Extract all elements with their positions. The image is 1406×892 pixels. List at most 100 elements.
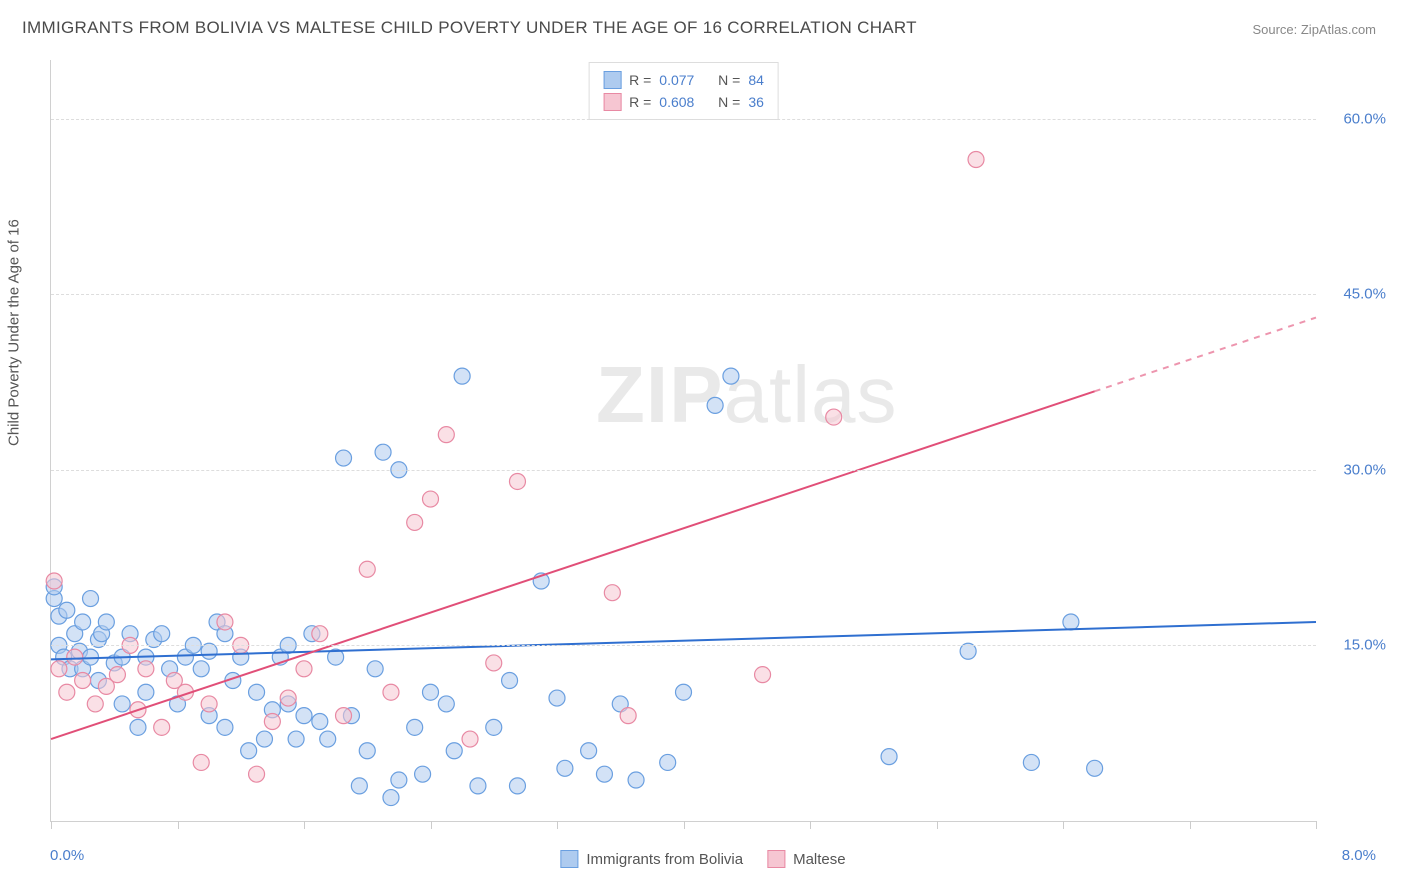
data-point [154,626,170,642]
data-point [280,690,296,706]
x-tick [1063,821,1064,829]
data-point [755,667,771,683]
legend-swatch-bottom-1 [560,850,578,868]
data-point [296,661,312,677]
data-point [509,473,525,489]
data-point [359,561,375,577]
data-point [312,626,328,642]
data-point [256,731,272,747]
legend-swatch-bottom-2 [767,850,785,868]
y-axis-title: Child Poverty Under the Age of 16 [6,219,23,446]
data-point [581,743,597,759]
data-point [154,719,170,735]
data-point [46,573,62,589]
x-tick [178,821,179,829]
data-point [407,514,423,530]
trend-line [51,391,1095,739]
plot-area: ZIPatlas R = 0.077 N = 84 R = 0.608 N = … [50,60,1316,822]
data-point [288,731,304,747]
gridline [51,294,1316,295]
data-point [367,661,383,677]
data-point [604,585,620,601]
data-point [109,667,125,683]
legend-label-2: Maltese [793,851,846,868]
trend-line-dashed [1095,318,1316,392]
data-point [502,673,518,689]
data-point [249,684,265,700]
data-point [217,614,233,630]
data-point [549,690,565,706]
data-point [1087,760,1103,776]
x-tick [1316,821,1317,829]
data-point [193,754,209,770]
data-point [264,713,280,729]
y-tick-label: 15.0% [1326,637,1386,654]
data-point [312,713,328,729]
data-point [454,368,470,384]
x-tick [431,821,432,829]
data-point [59,684,75,700]
data-point [67,649,83,665]
x-tick [557,821,558,829]
data-point [138,684,154,700]
x-axis-max-label: 8.0% [1342,847,1376,864]
gridline [51,119,1316,120]
legend-item-2: Maltese [767,850,846,868]
data-point [359,743,375,759]
data-point [201,696,217,712]
data-point [1063,614,1079,630]
data-point [83,591,99,607]
data-point [723,368,739,384]
data-point [336,450,352,466]
data-point [1023,754,1039,770]
y-tick-label: 45.0% [1326,286,1386,303]
data-point [415,766,431,782]
data-point [320,731,336,747]
x-tick [937,821,938,829]
data-point [193,661,209,677]
data-point [138,661,154,677]
x-tick [684,821,685,829]
data-point [296,708,312,724]
data-point [375,444,391,460]
data-point [59,602,75,618]
data-point [509,778,525,794]
data-point [446,743,462,759]
y-tick-label: 30.0% [1326,461,1386,478]
source-label: Source: ZipAtlas.com [1252,22,1376,37]
x-tick [51,821,52,829]
data-point [423,491,439,507]
correlation-chart: IMMIGRANTS FROM BOLIVIA VS MALTESE CHILD… [0,0,1406,892]
x-tick [810,821,811,829]
data-point [486,655,502,671]
y-tick-label: 60.0% [1326,110,1386,127]
x-axis-min-label: 0.0% [50,847,84,864]
gridline [51,470,1316,471]
gridline [51,645,1316,646]
data-point [596,766,612,782]
data-point [249,766,265,782]
plot-svg [51,60,1316,821]
data-point [826,409,842,425]
data-point [130,719,146,735]
legend-label-1: Immigrants from Bolivia [586,851,743,868]
data-point [660,754,676,770]
series-legend: Immigrants from Bolivia Maltese [560,850,845,868]
data-point [438,696,454,712]
data-point [620,708,636,724]
data-point [51,661,67,677]
legend-item-1: Immigrants from Bolivia [560,850,743,868]
data-point [486,719,502,735]
data-point [557,760,573,776]
x-tick [1190,821,1191,829]
chart-title: IMMIGRANTS FROM BOLIVIA VS MALTESE CHILD… [22,18,917,38]
data-point [217,719,233,735]
data-point [676,684,692,700]
data-point [462,731,478,747]
data-point [383,684,399,700]
data-point [75,673,91,689]
data-point [241,743,257,759]
data-point [470,778,486,794]
data-point [438,427,454,443]
data-point [968,152,984,168]
